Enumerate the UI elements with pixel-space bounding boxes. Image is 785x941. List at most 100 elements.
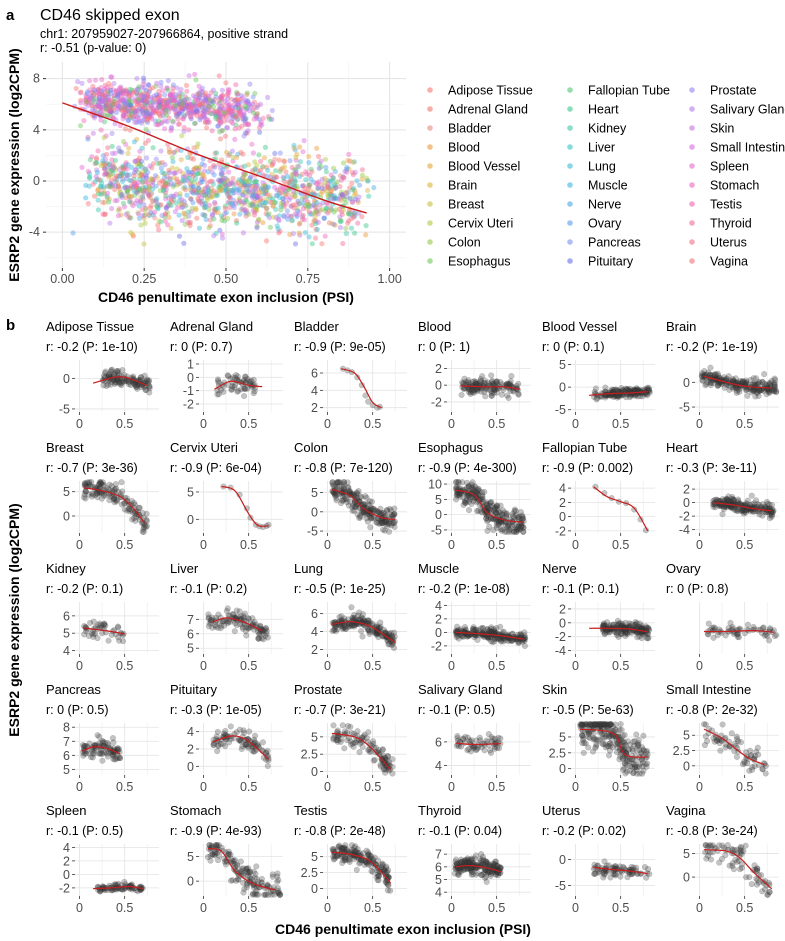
panel-a-point: [312, 235, 319, 241]
panel-a-point: [188, 109, 194, 115]
legend-swatch: [567, 163, 573, 169]
facet-point: [338, 497, 346, 504]
panel-a-point: [200, 92, 206, 98]
panel-a-point: [157, 113, 164, 119]
panel-a-point: [144, 99, 150, 105]
facet-point: [479, 493, 486, 500]
panel-a-point: [123, 98, 129, 104]
panel-a-point: [124, 172, 130, 179]
facet-point: [358, 628, 365, 635]
panel-a-point: [102, 156, 109, 162]
panel-a-point: [99, 98, 105, 104]
panel-a-point: [326, 192, 332, 198]
panel-a-point: [83, 92, 89, 98]
panel-a-point: [129, 110, 135, 117]
facet-point: [242, 373, 249, 380]
panel-a-point: [114, 106, 120, 112]
facet-xtick-label: 0.5: [612, 417, 629, 431]
panel-a-point: [224, 100, 231, 106]
panel-a-point: [352, 213, 358, 219]
facet-xtick-label: 0: [448, 538, 455, 552]
panel-a-point: [252, 104, 258, 111]
panel-a-point: [117, 90, 124, 96]
panel-a-point: [136, 118, 142, 125]
panel-a-point: [235, 109, 242, 115]
facet-point: [495, 519, 503, 526]
panel-a-point: [257, 202, 263, 208]
panel-a-point: [219, 128, 225, 134]
panel-a-point: [100, 93, 106, 99]
panel-a-point: [152, 209, 158, 215]
panel-a-point: [167, 95, 173, 101]
panel-a-point: [202, 212, 208, 219]
panel-a-point: [132, 109, 138, 115]
facet-point: [491, 387, 498, 394]
panel-a-point: [143, 109, 149, 115]
panel-a-point: [83, 96, 89, 102]
panel-a-point: [276, 157, 282, 163]
panel-a-point: [216, 111, 222, 117]
panel-a-point: [205, 103, 211, 109]
panel-a-point: [140, 98, 146, 104]
panel-a-point: [150, 101, 156, 107]
panel-a-point: [176, 233, 183, 239]
panel-a-point: [126, 96, 132, 102]
panel-a-point: [138, 222, 144, 228]
panel-a-point: [306, 209, 312, 215]
panel-a-point: [222, 206, 228, 212]
panel-a-point: [110, 101, 116, 107]
panel-a-point: [105, 190, 111, 196]
panel-a-point: [107, 220, 113, 226]
facet-point: [363, 494, 370, 501]
panel-a-point: [222, 98, 228, 104]
panel-a-point: [170, 119, 176, 125]
panel-a-point: [241, 133, 247, 139]
panel-a-point: [130, 232, 136, 238]
panel-a-point: [207, 178, 213, 184]
facet-point: [602, 394, 609, 401]
facet-point: [753, 375, 760, 382]
panel-a-point: [97, 105, 103, 111]
panel-a-point: [130, 115, 137, 121]
panel-a-point: [206, 202, 213, 208]
panel-a-point: [155, 121, 161, 127]
panel-a-point: [300, 149, 306, 155]
panel-a-point: [201, 111, 207, 117]
facet-title: Fallopian Tube: [542, 440, 627, 455]
panel-a-point: [213, 150, 220, 156]
facet-point: [82, 481, 89, 488]
panel-a-point: [177, 107, 183, 113]
panel-a-point: [162, 92, 168, 98]
legend-label: Brain: [448, 179, 477, 193]
facet-point: [493, 379, 500, 386]
panel-a-point: [188, 107, 194, 113]
facet-ytick-label: 4: [311, 625, 318, 639]
panel-a-point: [109, 74, 115, 80]
facet-point: [487, 515, 494, 523]
panel-a-point: [146, 110, 152, 116]
panel-a-point: [219, 217, 225, 223]
panel-a-point: [98, 99, 105, 105]
panel-a-point: [222, 133, 229, 139]
facet-xtick-label: 0.5: [612, 659, 629, 673]
facet-point: [106, 481, 113, 488]
panel-a-point: [135, 86, 141, 92]
panel-a-point: [241, 111, 247, 118]
panel-a-point: [277, 228, 283, 234]
panel-a-point: [96, 91, 102, 97]
panel-a-point: [156, 227, 162, 233]
panel-a-point: [91, 86, 97, 93]
panel-a-point: [294, 213, 300, 220]
panel-a-point: [170, 104, 177, 110]
panel-a-point: [146, 114, 152, 120]
facet-ytick-label: 0: [435, 508, 442, 522]
panel-a-point: [181, 199, 187, 205]
panel-a-point: [242, 163, 248, 169]
panel-a-point: [104, 151, 110, 157]
panel-a-point: [230, 120, 236, 126]
panel-a-point: [197, 102, 203, 108]
panel-a-point: [119, 107, 126, 113]
panel-a-point: [188, 196, 194, 202]
